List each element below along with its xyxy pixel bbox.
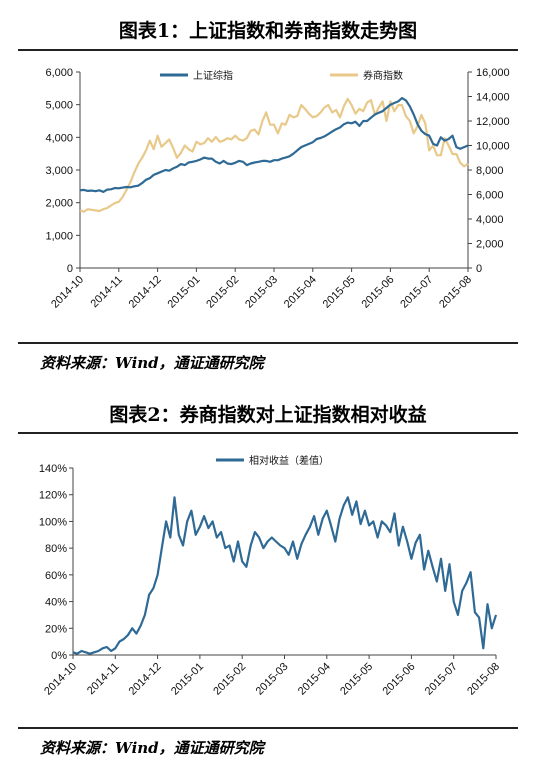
chart2-x-tick-label: 2015-05 bbox=[338, 661, 375, 698]
chart2-y-tick-label: 100% bbox=[39, 516, 67, 528]
chart2-x-tick-label: 2014-10 bbox=[42, 661, 79, 698]
chart2-y-tick-label: 140% bbox=[39, 463, 67, 475]
chart2-y-tick-label: 120% bbox=[39, 490, 67, 502]
chart1-left-tick-label: 1,000 bbox=[45, 230, 73, 242]
chart1-series-line-broker bbox=[79, 97, 469, 213]
chart2-top-rule bbox=[18, 432, 518, 434]
chart1-right-tick-label: 16,000 bbox=[476, 67, 510, 79]
chart2-x-tick-label: 2015-07 bbox=[423, 661, 460, 698]
chart2-source: 资料来源：Wind，通证通研究院 bbox=[40, 739, 264, 757]
chart2-x-tick-label: 2015-08 bbox=[465, 661, 502, 698]
chart1-right-tick-label: 8,000 bbox=[476, 165, 504, 177]
chart2-y-tick-label: 0% bbox=[51, 650, 67, 662]
chart2-x-tick-label: 2015-04 bbox=[296, 661, 333, 698]
chart2-x-tick-label: 2015-01 bbox=[169, 661, 206, 698]
chart2-x-tick-label: 2015-03 bbox=[254, 661, 291, 698]
chart1-left-tick-label: 6,000 bbox=[45, 67, 73, 79]
chart2-title: 图表2：券商指数对上证指数相对收益 bbox=[109, 404, 427, 426]
chart2-y-tick-label: 20% bbox=[45, 623, 67, 635]
chart1-right-tick-label: 4,000 bbox=[476, 214, 504, 226]
chart1-right-tick-label: 14,000 bbox=[476, 92, 510, 104]
chart1-right-tick-label: 0 bbox=[476, 263, 482, 275]
chart2-x-tick-label: 2015-06 bbox=[380, 661, 417, 698]
chart1-legend-label: 上证综指 bbox=[193, 69, 233, 82]
chart1-right-tick-label: 6,000 bbox=[476, 190, 504, 202]
chart2-legend-label: 相对收益（差值） bbox=[249, 454, 329, 467]
chart1-left-tick-label: 0 bbox=[67, 263, 73, 275]
chart1-right-tick-label: 2,000 bbox=[476, 239, 504, 251]
chart1-left-tick-label: 5,000 bbox=[45, 100, 73, 112]
chart1-legend-label: 券商指数 bbox=[363, 69, 403, 82]
chart2-y-tick-label: 40% bbox=[45, 597, 67, 609]
chart1-right-tick-label: 10,000 bbox=[476, 141, 510, 153]
chart1-series-line-shcomp bbox=[79, 96, 469, 193]
chart2-series-line bbox=[72, 496, 498, 655]
chart2-x-tick-label: 2015-02 bbox=[211, 661, 248, 698]
chart1-left-tick-label: 2,000 bbox=[45, 198, 73, 210]
chart1-left-tick-label: 4,000 bbox=[45, 132, 73, 144]
chart1-bottom-rule bbox=[18, 342, 518, 344]
chart1-right-tick-label: 12,000 bbox=[476, 116, 510, 128]
chart1-source: 资料来源：Wind，通证通研究院 bbox=[40, 354, 264, 372]
chart2-x-tick-label: 2014-12 bbox=[127, 661, 164, 698]
chart1-left-tick-label: 3,000 bbox=[45, 165, 73, 177]
chart2-y-tick-label: 60% bbox=[45, 570, 67, 582]
chart2-y-tick-label: 80% bbox=[45, 543, 67, 555]
chart1-title: 图表1：上证指数和券商指数走势图 bbox=[118, 20, 418, 42]
chart2-x-tick-label: 2014-11 bbox=[85, 661, 121, 697]
chart1-top-rule bbox=[18, 49, 518, 51]
chart2-bottom-rule bbox=[18, 727, 518, 729]
